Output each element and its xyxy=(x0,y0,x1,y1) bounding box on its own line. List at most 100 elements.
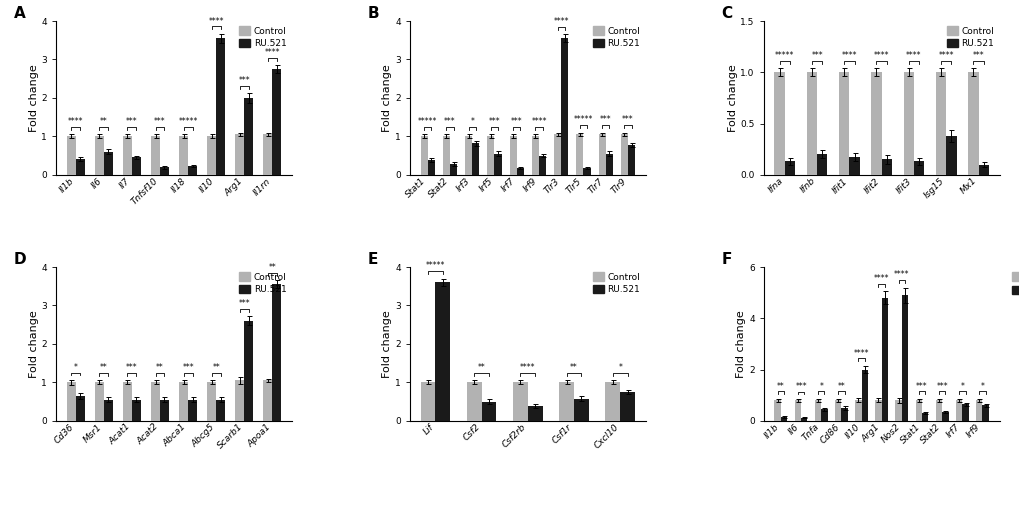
Bar xyxy=(880,298,888,421)
Bar xyxy=(773,400,781,421)
Bar xyxy=(816,154,826,175)
Bar xyxy=(814,400,820,421)
Legend: LPS+IFNγ, LPS+IFNγ+RU.521: LPS+IFNγ, LPS+IFNγ+RU.521 xyxy=(1010,271,1019,296)
Bar xyxy=(605,382,620,421)
Bar xyxy=(942,412,948,421)
Bar xyxy=(854,400,861,421)
Bar xyxy=(794,400,800,421)
Text: **: ** xyxy=(212,363,220,372)
Text: **: ** xyxy=(477,363,485,372)
Text: ***: *** xyxy=(622,115,633,124)
Text: **: ** xyxy=(156,363,164,372)
Bar xyxy=(151,136,160,175)
Bar xyxy=(179,136,187,175)
Bar xyxy=(67,136,75,175)
Bar xyxy=(160,400,169,421)
Bar xyxy=(513,382,528,421)
Bar xyxy=(605,154,612,175)
Bar xyxy=(553,135,560,175)
Bar xyxy=(967,72,977,175)
Y-axis label: Fold change: Fold change xyxy=(382,310,392,378)
Bar xyxy=(560,38,568,175)
Bar xyxy=(494,154,501,175)
Text: ****: **** xyxy=(553,17,569,26)
Bar xyxy=(481,401,496,421)
Bar xyxy=(131,157,141,175)
Text: ***: *** xyxy=(935,381,947,391)
Text: *****: ***** xyxy=(178,117,198,126)
Text: ***: *** xyxy=(238,299,250,308)
Text: *****: ***** xyxy=(774,51,794,60)
Bar xyxy=(574,399,588,421)
Text: ***: *** xyxy=(972,51,983,60)
Bar xyxy=(576,135,583,175)
Y-axis label: Fold change: Fold change xyxy=(382,64,392,132)
Text: ****: **** xyxy=(937,51,953,60)
Bar xyxy=(187,400,197,421)
Bar xyxy=(104,151,113,175)
Y-axis label: Fold change: Fold change xyxy=(736,310,746,378)
Bar xyxy=(895,400,901,421)
Text: ***: *** xyxy=(443,117,455,126)
Bar xyxy=(510,136,517,175)
Legend: Control, RU.521: Control, RU.521 xyxy=(238,271,287,295)
Text: **: ** xyxy=(268,264,276,272)
Text: ***: *** xyxy=(810,51,822,60)
Bar xyxy=(849,157,859,175)
Bar xyxy=(538,156,545,175)
Bar xyxy=(487,136,494,175)
Text: ***: *** xyxy=(126,363,138,372)
Bar xyxy=(442,136,449,175)
Text: A: A xyxy=(13,6,25,21)
Bar xyxy=(104,400,113,421)
Bar xyxy=(628,145,635,175)
Text: ***: *** xyxy=(154,117,166,126)
Bar xyxy=(880,159,892,175)
Bar xyxy=(420,382,435,421)
Text: **: ** xyxy=(837,381,845,391)
Text: ****: **** xyxy=(208,17,223,26)
Bar xyxy=(806,72,816,175)
Text: **: ** xyxy=(100,363,108,372)
Text: *: * xyxy=(618,363,622,372)
Bar xyxy=(263,135,272,175)
Text: E: E xyxy=(367,251,377,267)
Bar xyxy=(528,406,542,421)
Bar xyxy=(67,382,75,421)
Bar xyxy=(839,72,849,175)
Text: ***: *** xyxy=(795,382,806,391)
Bar xyxy=(467,382,481,421)
Bar xyxy=(861,370,867,421)
Y-axis label: Fold change: Fold change xyxy=(29,310,39,378)
Text: B: B xyxy=(367,6,379,21)
Bar xyxy=(621,135,628,175)
Text: D: D xyxy=(13,251,26,267)
Bar xyxy=(913,161,923,175)
Bar xyxy=(95,382,104,421)
Bar xyxy=(235,135,244,175)
Bar xyxy=(946,136,956,175)
Text: *****: ***** xyxy=(574,115,593,124)
Bar xyxy=(784,161,795,175)
Text: ***: *** xyxy=(182,363,194,372)
Bar xyxy=(131,400,141,421)
Bar xyxy=(244,98,253,175)
Bar xyxy=(977,165,987,175)
Legend: Control, RU.521: Control, RU.521 xyxy=(238,26,287,49)
Bar xyxy=(95,136,104,175)
Bar xyxy=(835,400,841,421)
Bar xyxy=(207,136,216,175)
Text: ****: **** xyxy=(264,48,280,57)
Legend: Control, RU.521: Control, RU.521 xyxy=(592,271,641,295)
Text: ****: **** xyxy=(873,51,889,60)
Text: ****: **** xyxy=(531,117,546,126)
Text: **: ** xyxy=(570,363,578,372)
Bar xyxy=(874,400,880,421)
Y-axis label: Fold change: Fold change xyxy=(29,64,39,132)
Bar xyxy=(207,382,216,421)
Text: ***: *** xyxy=(488,117,499,126)
Y-axis label: Fold change: Fold change xyxy=(727,64,737,132)
Bar xyxy=(781,417,787,421)
Bar xyxy=(465,136,472,175)
Legend: Control, RU.521: Control, RU.521 xyxy=(946,26,995,49)
